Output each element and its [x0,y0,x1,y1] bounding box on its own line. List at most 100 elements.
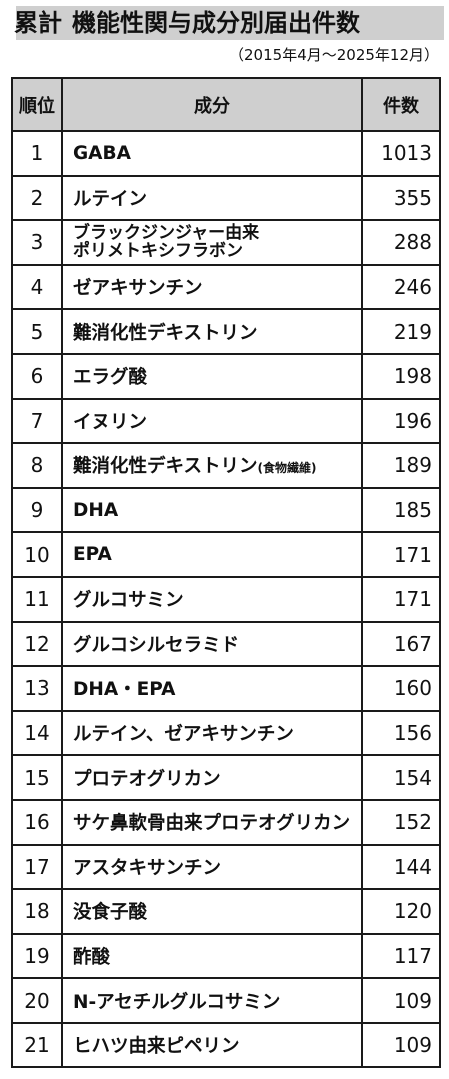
ingredient-cell: アスタキサンチン [61,843,363,891]
ingredient-name: グルコシルセラミド [73,634,240,656]
count-cell: 171 [361,575,441,623]
ingredient-name: N-アセチルグルコサミン [73,991,281,1013]
header-rank: 順位 [11,77,63,132]
rank-cell: 6 [11,352,63,400]
table-row: 15 プロテオグリカン 154 [11,754,441,801]
table-row: 1 GABA 1013 [11,130,441,177]
ingredient-cell: 没食子酸 [61,888,363,935]
title-main: 累計 [14,9,62,37]
table-row: 13 DHA・EPA 160 [11,665,441,712]
ingredient-cell: ブラックジンジャー由来 ポリメトキシフラボン [61,219,363,266]
table-header-row: 順位 成分 件数 [11,77,441,132]
ingredient-name: DHA [73,499,119,521]
table-row: 8 難消化性デキストリン(食物繊維) 189 [11,442,441,489]
ingredient-cell: ゼアキサンチン [61,263,363,311]
count-cell: 246 [361,263,441,311]
rank-cell: 10 [11,531,63,578]
ingredient-name: 難消化性デキストリン [73,456,258,478]
table-row: 10 EPA 171 [11,531,441,578]
ingredient-name: ルテイン [73,188,148,210]
rank-cell: 2 [11,174,63,222]
ingredient-cell: エラグ酸 [61,352,363,400]
rank-cell: 7 [11,397,63,445]
ingredient-cell: 難消化性デキストリン(食物繊維) [61,442,363,489]
count-cell: 109 [361,1021,441,1069]
rank-cell: 11 [11,575,63,623]
ingredient-cell: ルテイン、ゼアキサンチン [61,709,363,757]
header-count: 件数 [361,77,441,132]
rank-cell: 20 [11,977,63,1024]
count-cell: 219 [361,308,441,355]
table-row: 5 難消化性デキストリン 219 [11,308,441,355]
count-cell: 144 [361,843,441,891]
rank-cell: 13 [11,665,63,712]
rank-cell: 12 [11,620,63,668]
count-cell: 109 [361,977,441,1024]
table-row: 16 サケ鼻軟骨由来プロテオグリカン 152 [11,798,441,846]
ingredient-cell: GABA [61,130,363,177]
ingredient-cell: ルテイン [61,174,363,222]
rank-cell: 8 [11,442,63,489]
rank-cell: 9 [11,486,63,534]
count-cell: 154 [361,754,441,801]
rank-cell: 19 [11,932,63,980]
rank-cell: 16 [11,798,63,846]
ingredient-cell: イヌリン [61,397,363,445]
count-cell: 189 [361,442,441,489]
table-row: 19 酢酸 117 [11,932,441,980]
count-cell: 185 [361,486,441,534]
table-row: 20 N-アセチルグルコサミン 109 [11,977,441,1024]
count-cell: 288 [361,219,441,266]
table-row: 7 イヌリン 196 [11,397,441,445]
ingredient-name: ゼアキサンチン [73,278,203,300]
ingredient-cell: グルコシルセラミド [61,620,363,668]
ingredient-cell: グルコサミン [61,575,363,623]
title-bar: 累計 機能性関与成分別届出件数 [8,6,444,40]
rank-cell: 18 [11,888,63,935]
table-row: 12 グルコシルセラミド 167 [11,620,441,668]
table-row: 6 エラグ酸 198 [11,352,441,400]
ingredient-name: GABA [73,142,131,164]
ingredient-cell: プロテオグリカン [61,754,363,801]
ingredient-cell: DHA [61,486,363,534]
rank-cell: 14 [11,709,63,757]
table-row: 18 没食子酸 120 [11,888,441,935]
header-ingredient: 成分 [61,77,363,132]
count-cell: 160 [361,665,441,712]
ingredient-name: サケ鼻軟骨由来プロテオグリカン [73,813,351,835]
ingredient-cell: EPA [61,531,363,578]
title-rest: 機能性関与成分別届出件数 [72,9,360,37]
period-subtitle: （2015年4月～2025年12月） [229,46,439,64]
ingredient-name: ルテイン、ゼアキサンチン [73,724,294,746]
count-cell: 152 [361,798,441,846]
table-row: 21 ヒハツ由来ピペリン 109 [11,1021,441,1069]
ingredient-name: ブラックジンジャー由来 [73,223,260,244]
rank-cell: 15 [11,754,63,801]
ingredient-name: アスタキサンチン [73,857,222,879]
ingredient-cell: サケ鼻軟骨由来プロテオグリカン [61,798,363,846]
rank-cell: 17 [11,843,63,891]
ingredient-name: グルコサミン [73,590,184,612]
count-cell: 196 [361,397,441,445]
rank-cell: 5 [11,308,63,355]
table-row: 3 ブラックジンジャー由来 ポリメトキシフラボン 288 [11,219,441,266]
ingredient-cell: 酢酸 [61,932,363,980]
page-title: 累計 機能性関与成分別届出件数 [14,6,360,40]
table-row: 9 DHA 185 [11,486,441,534]
ingredient-name: EPA [73,544,112,566]
ingredient-name: プロテオグリカン [73,768,221,790]
ingredient-name: エラグ酸 [73,367,148,389]
count-cell: 120 [361,888,441,935]
ingredient-name: DHA・EPA [73,679,176,701]
table-body: 1 GABA 1013 2 ルテイン 355 3 ブラックジンジャー由来 ポリメトキシフラボン 2… [11,130,441,1069]
ingredient-name-line2: ポリメトキシフラボン [73,241,243,262]
ingredient-name: 酢酸 [73,946,111,968]
ingredient-cell: DHA・EPA [61,665,363,712]
count-cell: 1013 [361,130,441,177]
ingredient-name: 難消化性デキストリン [73,322,258,344]
table-row: 14 ルテイン、ゼアキサンチン 156 [11,709,441,757]
rank-cell: 3 [11,219,63,266]
count-cell: 355 [361,174,441,222]
table-row: 17 アスタキサンチン 144 [11,843,441,891]
ingredient-name: ヒハツ由来ピペリン [73,1036,240,1058]
